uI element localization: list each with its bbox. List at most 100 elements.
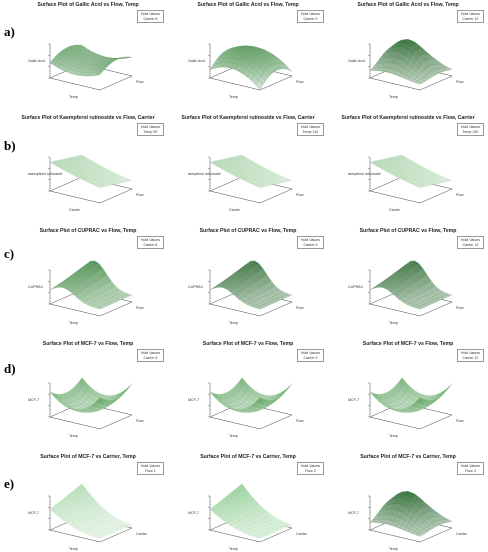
surface-plot-svg: MCF-7 Temp Flow [170,357,326,439]
surface-plot-svg: CUPRAC Temp Flow [330,244,486,326]
hold-values-header: Hold Values [301,464,320,469]
y-axis-label: Flow [456,306,464,310]
z-axis-label: aempferol rutinoside [188,172,221,176]
panel-title: Surface Plot of MCF-7 vs Flow, Temp [10,341,166,347]
surface-patch [210,286,217,290]
x-axis-label: Temp [69,547,78,551]
z-axis-label: MCF-7 [348,511,359,515]
surface-patch [445,384,452,392]
surface-patch [285,384,292,392]
surface-plot-svg: Gallic Acid Temp Flow [330,18,486,100]
surface-patch [125,384,132,392]
surface-patch [441,388,448,395]
z-axis-label: Gallic Acid [188,59,205,63]
surface-patch [121,388,128,395]
panel-title: Surface Plot of Kaempferol rutinoside vs… [170,115,326,121]
z-axis-label: MCF-7 [28,398,39,402]
z-axis-label: CUPRAC [348,285,364,289]
x-axis-label: Carrier [389,208,401,212]
x-axis-label: Temp [389,547,398,551]
x-axis-label: Temp [69,95,78,99]
surface-plot-svg: MCF-7 Temp Carrier [330,470,486,552]
hold-values-header: Hold Values [461,125,480,130]
panel-title: Surface Plot of Gallic Acid vs Flow, Tem… [330,2,486,8]
y-axis-label: Flow [136,419,144,423]
hold-values-header: Hold Values [141,238,160,243]
hold-values-header: Hold Values [301,125,320,130]
surface-plot-panel: Surface Plot of MCF-7 vs Carrier, Temp Ho… [330,454,486,552]
surface-plot-svg: CUPRAC Temp Flow [10,244,166,326]
x-axis-label: Temp [389,95,398,99]
surface-plot-panel: Surface Plot of MCF-7 vs Flow, Temp Hold … [170,341,326,439]
surface-plot-svg: Gallic Acid Temp Flow [10,18,166,100]
y-axis-label: Flow [296,193,304,197]
x-axis-label: Temp [229,547,238,551]
hold-values-header: Hold Values [461,464,480,469]
panel-title: Surface Plot of CUPRAC vs Flow, Temp [170,228,326,234]
y-axis-label: Flow [296,419,304,423]
surface-plot-panel: Surface Plot of Kaempferol rutinoside vs… [10,115,166,213]
panel-title: Surface Plot of Gallic Acid vs Flow, Tem… [10,2,166,8]
surface-plot-panel: Surface Plot of Gallic Acid vs Flow, Tem… [10,2,166,100]
panel-title: Surface Plot of CUPRAC vs Flow, Temp [10,228,166,234]
surface-patch [370,286,377,290]
y-axis-label: Flow [136,80,144,84]
surface-plot-panel: Surface Plot of Gallic Acid vs Flow, Tem… [170,2,326,100]
surface-plot-panel: Surface Plot of Gallic Acid vs Flow, Tem… [330,2,486,100]
x-axis-label: Temp [69,434,78,438]
z-axis-label: kaempferol rutinoside [28,172,62,176]
surface-plot-svg: aempferol rutinoside Carrier Flow [170,131,326,213]
x-axis-label: Temp [229,434,238,438]
z-axis-label: Gallic Acid [348,59,365,63]
hold-values-header: Hold Values [141,351,160,356]
y-axis-label: Carrier [136,532,148,536]
surface-plot-panel: Surface Plot of MCF-7 vs Carrier, Temp Ho… [170,454,326,552]
x-axis-label: Carrier [229,208,241,212]
z-axis-label: MCF-7 [348,398,359,402]
y-axis-label: Flow [456,193,464,197]
hold-values-header: Hold Values [461,12,480,17]
z-axis-label: CUPRAC [188,285,204,289]
y-axis-label: Flow [296,306,304,310]
surface-plot-panel: Surface Plot of CUPRAC vs Flow, Temp Hold… [10,228,166,326]
y-axis-label: Flow [296,80,304,84]
panel-title: Surface Plot of MCF-7 vs Carrier, Temp [330,454,486,460]
panel-title: Surface Plot of CUPRAC vs Flow, Temp [330,228,486,234]
x-axis-label: Temp [389,321,398,325]
z-axis-label: CUPRAC [28,285,44,289]
x-axis-label: Temp [69,321,78,325]
y-axis-label: Flow [456,419,464,423]
z-axis-label: MCF-7 [188,511,199,515]
surface-plot-svg: MCF-7 Temp Carrier [170,470,326,552]
y-axis-label: Flow [136,306,144,310]
hold-values-header: Hold Values [301,238,320,243]
hold-values-header: Hold Values [141,125,160,130]
surface-plot-panel: Surface Plot of Kaempferol rutinoside vs… [170,115,326,213]
hold-values-header: Hold Values [461,351,480,356]
y-axis-label: Flow [136,193,144,197]
hold-values-header: Hold Values [301,12,320,17]
panel-title: Surface Plot of Kaempferol rutinoside vs… [10,115,166,121]
surface-plot-panel: Surface Plot of CUPRAC vs Flow, Temp Hold… [170,228,326,326]
panel-title: Surface Plot of MCF-7 vs Flow, Temp [170,341,326,347]
panel-title: Surface Plot of MCF-7 vs Carrier, Temp [170,454,326,460]
x-axis-label: Temp [389,434,398,438]
z-axis-label: aempferol rutinoside [348,172,381,176]
z-axis-label: Gallic Acid [28,59,45,63]
y-axis-label: Carrier [456,532,468,536]
hold-values-header: Hold Values [141,464,160,469]
panel-title: Surface Plot of MCF-7 vs Carrier, Temp [10,454,166,460]
surface-plot-svg: aempferol rutinoside Carrier Flow [330,131,486,213]
y-axis-label: Carrier [296,532,308,536]
surface-plot-svg: MCF-7 Temp Flow [10,357,166,439]
surface-plot-panel: Surface Plot of MCF-7 vs Carrier, Temp Ho… [10,454,166,552]
z-axis-label: MCF-7 [188,398,199,402]
y-axis-label: Flow [456,80,464,84]
hold-values-header: Hold Values [301,351,320,356]
hold-values-header: Hold Values [141,12,160,17]
surface-patch [50,286,57,290]
